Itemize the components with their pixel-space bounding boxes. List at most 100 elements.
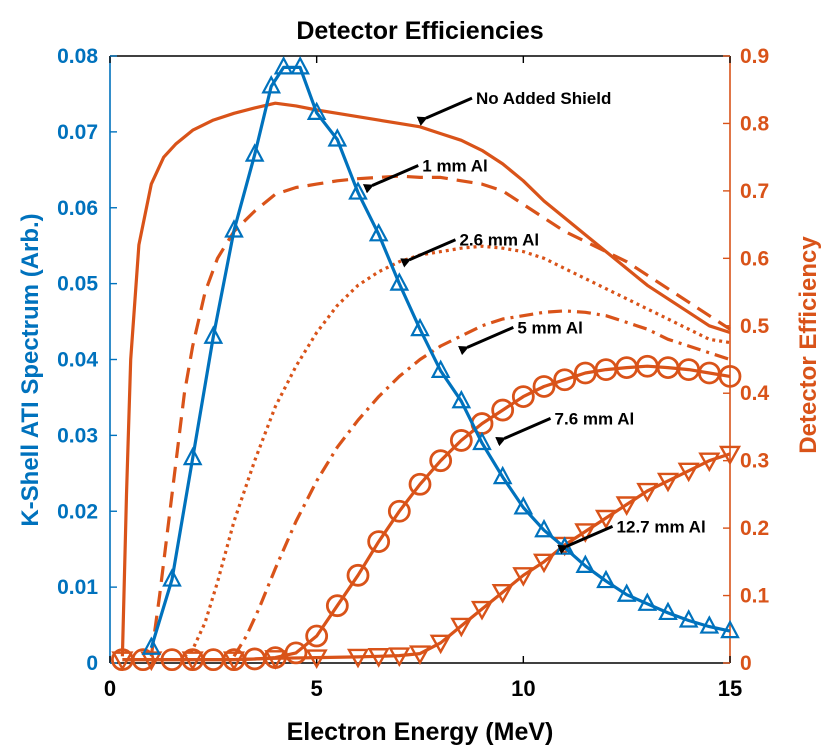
marker-triangle-down-12-7-mm-al (574, 523, 597, 543)
annotation-arrow (416, 96, 473, 126)
marker-triangle-up-spectrum (224, 219, 244, 238)
y-right-tick-label: 0.4 (740, 382, 770, 405)
marker-triangle-down-12-7-mm-al (222, 651, 246, 672)
marker-triangle-down-12-7-mm-al (656, 472, 680, 493)
marker-circle-7-6-mm-al (511, 385, 535, 408)
annotation-label: 5 mm Al (517, 318, 583, 337)
annotation-label: No Added Shield (476, 89, 611, 108)
annotation-arrow (400, 238, 457, 268)
marker-triangle-up-spectrum (472, 431, 492, 451)
marker-triangle-down-12-7-mm-al (491, 583, 514, 604)
x-tick-label: 10 (511, 676, 535, 701)
marker-triangle-down-12-7-mm-al (450, 617, 473, 638)
marker-triangle-up-spectrum (368, 222, 389, 242)
x-tick-label: 15 (718, 676, 742, 701)
marker-triangle-down-12-7-mm-al (512, 567, 535, 587)
marker-triangle-down-12-7-mm-al (698, 452, 721, 473)
axes: 0 5 10 1500.010.020.030.040.050.060.070.080… (57, 45, 769, 701)
y-left-tick-label: 0.08 (57, 45, 98, 68)
marker-circle-7-6-mm-al (491, 398, 515, 422)
marker-triangle-down-12-7-mm-al (388, 647, 411, 668)
marker-triangle-up-spectrum (141, 636, 162, 655)
y-right-tick-label: 0.2 (740, 517, 769, 540)
series-line-7-6-mm-al (122, 364, 731, 662)
marker-triangle-up-spectrum (720, 619, 740, 639)
y-axis-right-label: Detector Efficiency (795, 236, 822, 454)
x-axis-label: Electron Energy (MeV) (287, 718, 554, 746)
marker-triangle-up-spectrum (430, 359, 451, 378)
x-tick-label: 5 (311, 676, 323, 701)
marker-triangle-up-spectrum (534, 518, 554, 538)
y-right-tick-label: 0.1 (740, 585, 770, 608)
y-axis-left-label: K-Shell ATI Spectrum (Arb.) (17, 213, 44, 526)
x-tick-label: 0 (104, 676, 116, 701)
marker-triangle-down-12-7-mm-al (140, 651, 163, 672)
marker-circle-7-6-mm-al (532, 375, 556, 398)
marker-circle-7-6-mm-al (367, 530, 391, 553)
marker-triangle-down-12-7-mm-al (408, 645, 432, 666)
marker-triangle-up-spectrum (273, 56, 294, 75)
series-line-2-6-mm-al (183, 244, 731, 658)
marker-triangle-up-spectrum (596, 569, 616, 589)
annotation-label: 7.6 mm Al (555, 409, 635, 428)
chart-title: Detector Efficiencies (296, 17, 543, 45)
series-line-12-7-mm-al (122, 452, 731, 662)
marker-triangle-up-spectrum (678, 609, 699, 628)
series-line-spectrum (149, 65, 731, 649)
marker-circle-7-6-mm-al (284, 641, 308, 665)
marker-triangle-down-12-7-mm-al (470, 600, 494, 621)
marker-triangle-up-spectrum (637, 592, 658, 611)
marker-triangle-down-12-7-mm-al (264, 650, 287, 670)
y-right-tick-label: 0.7 (740, 180, 769, 203)
y-left-tick-label: 0.03 (57, 424, 98, 447)
marker-triangle-down-12-7-mm-al (677, 462, 700, 483)
marker-triangle-down-12-7-mm-al (346, 648, 370, 669)
marker-triangle-down-12-7-mm-al (718, 445, 742, 466)
y-right-tick-label: 0.8 (740, 112, 770, 135)
marker-triangle-up-spectrum (162, 568, 182, 587)
series-line-1-mm-al (149, 174, 731, 657)
marker-triangle-up-spectrum (327, 128, 348, 147)
marker-triangle-down-12-7-mm-al (615, 496, 638, 516)
marker-circle-7-6-mm-al (449, 429, 473, 452)
marker-triangle-down-12-7-mm-al (594, 509, 618, 530)
annotation-arrow (458, 326, 514, 356)
marker-triangle-up-spectrum (203, 325, 224, 344)
y-right-tick-label: 0.6 (740, 247, 769, 270)
annotation-arrow (495, 417, 552, 447)
annotation-label: 2.6 mm Al (459, 231, 539, 250)
y-left-tick-label: 0.05 (57, 273, 98, 296)
marker-triangle-up-spectrum (513, 496, 534, 515)
y-right-tick-label: 0 (740, 652, 752, 675)
marker-circle-7-6-mm-al (718, 364, 742, 388)
marker-triangle-down-12-7-mm-al (532, 553, 556, 574)
y-left-tick-label: 0.04 (57, 349, 98, 372)
annotation-arrow (362, 164, 419, 194)
marker-triangle-up-spectrum (616, 583, 637, 602)
series-layer (111, 56, 742, 672)
marker-circle-7-6-mm-al (387, 499, 411, 523)
marker-triangle-up-spectrum (389, 272, 410, 291)
marker-triangle-up-spectrum (290, 56, 310, 75)
marker-triangle-down-12-7-mm-al (429, 634, 452, 655)
marker-circle-7-6-mm-al (346, 563, 370, 587)
y-right-tick-label: 0.3 (740, 450, 769, 473)
y-left-tick-label: 0.02 (57, 500, 98, 523)
y-left-tick-label: 0.01 (57, 576, 98, 599)
marker-triangle-down-12-7-mm-al (367, 648, 390, 668)
marker-triangle-down-12-7-mm-al (636, 482, 659, 503)
marker-triangle-down-12-7-mm-al (305, 649, 328, 670)
annotation-label: 1 mm Al (422, 157, 488, 176)
y-left-tick-label: 0.06 (57, 197, 98, 220)
series-line-5-mm-al (232, 309, 731, 658)
marker-triangle-up-spectrum (658, 601, 678, 621)
series-line-no-added-shield (120, 101, 731, 657)
marker-triangle-up-spectrum (451, 389, 472, 409)
annotation-label: 12.7 mm Al (617, 517, 706, 536)
marker-circle-7-6-mm-al (305, 624, 329, 648)
marker-triangle-up-spectrum (492, 465, 513, 485)
marker-triangle-up-spectrum (410, 317, 430, 337)
y-right-tick-label: 0.9 (740, 45, 769, 68)
marker-triangle-up-spectrum (575, 554, 596, 573)
